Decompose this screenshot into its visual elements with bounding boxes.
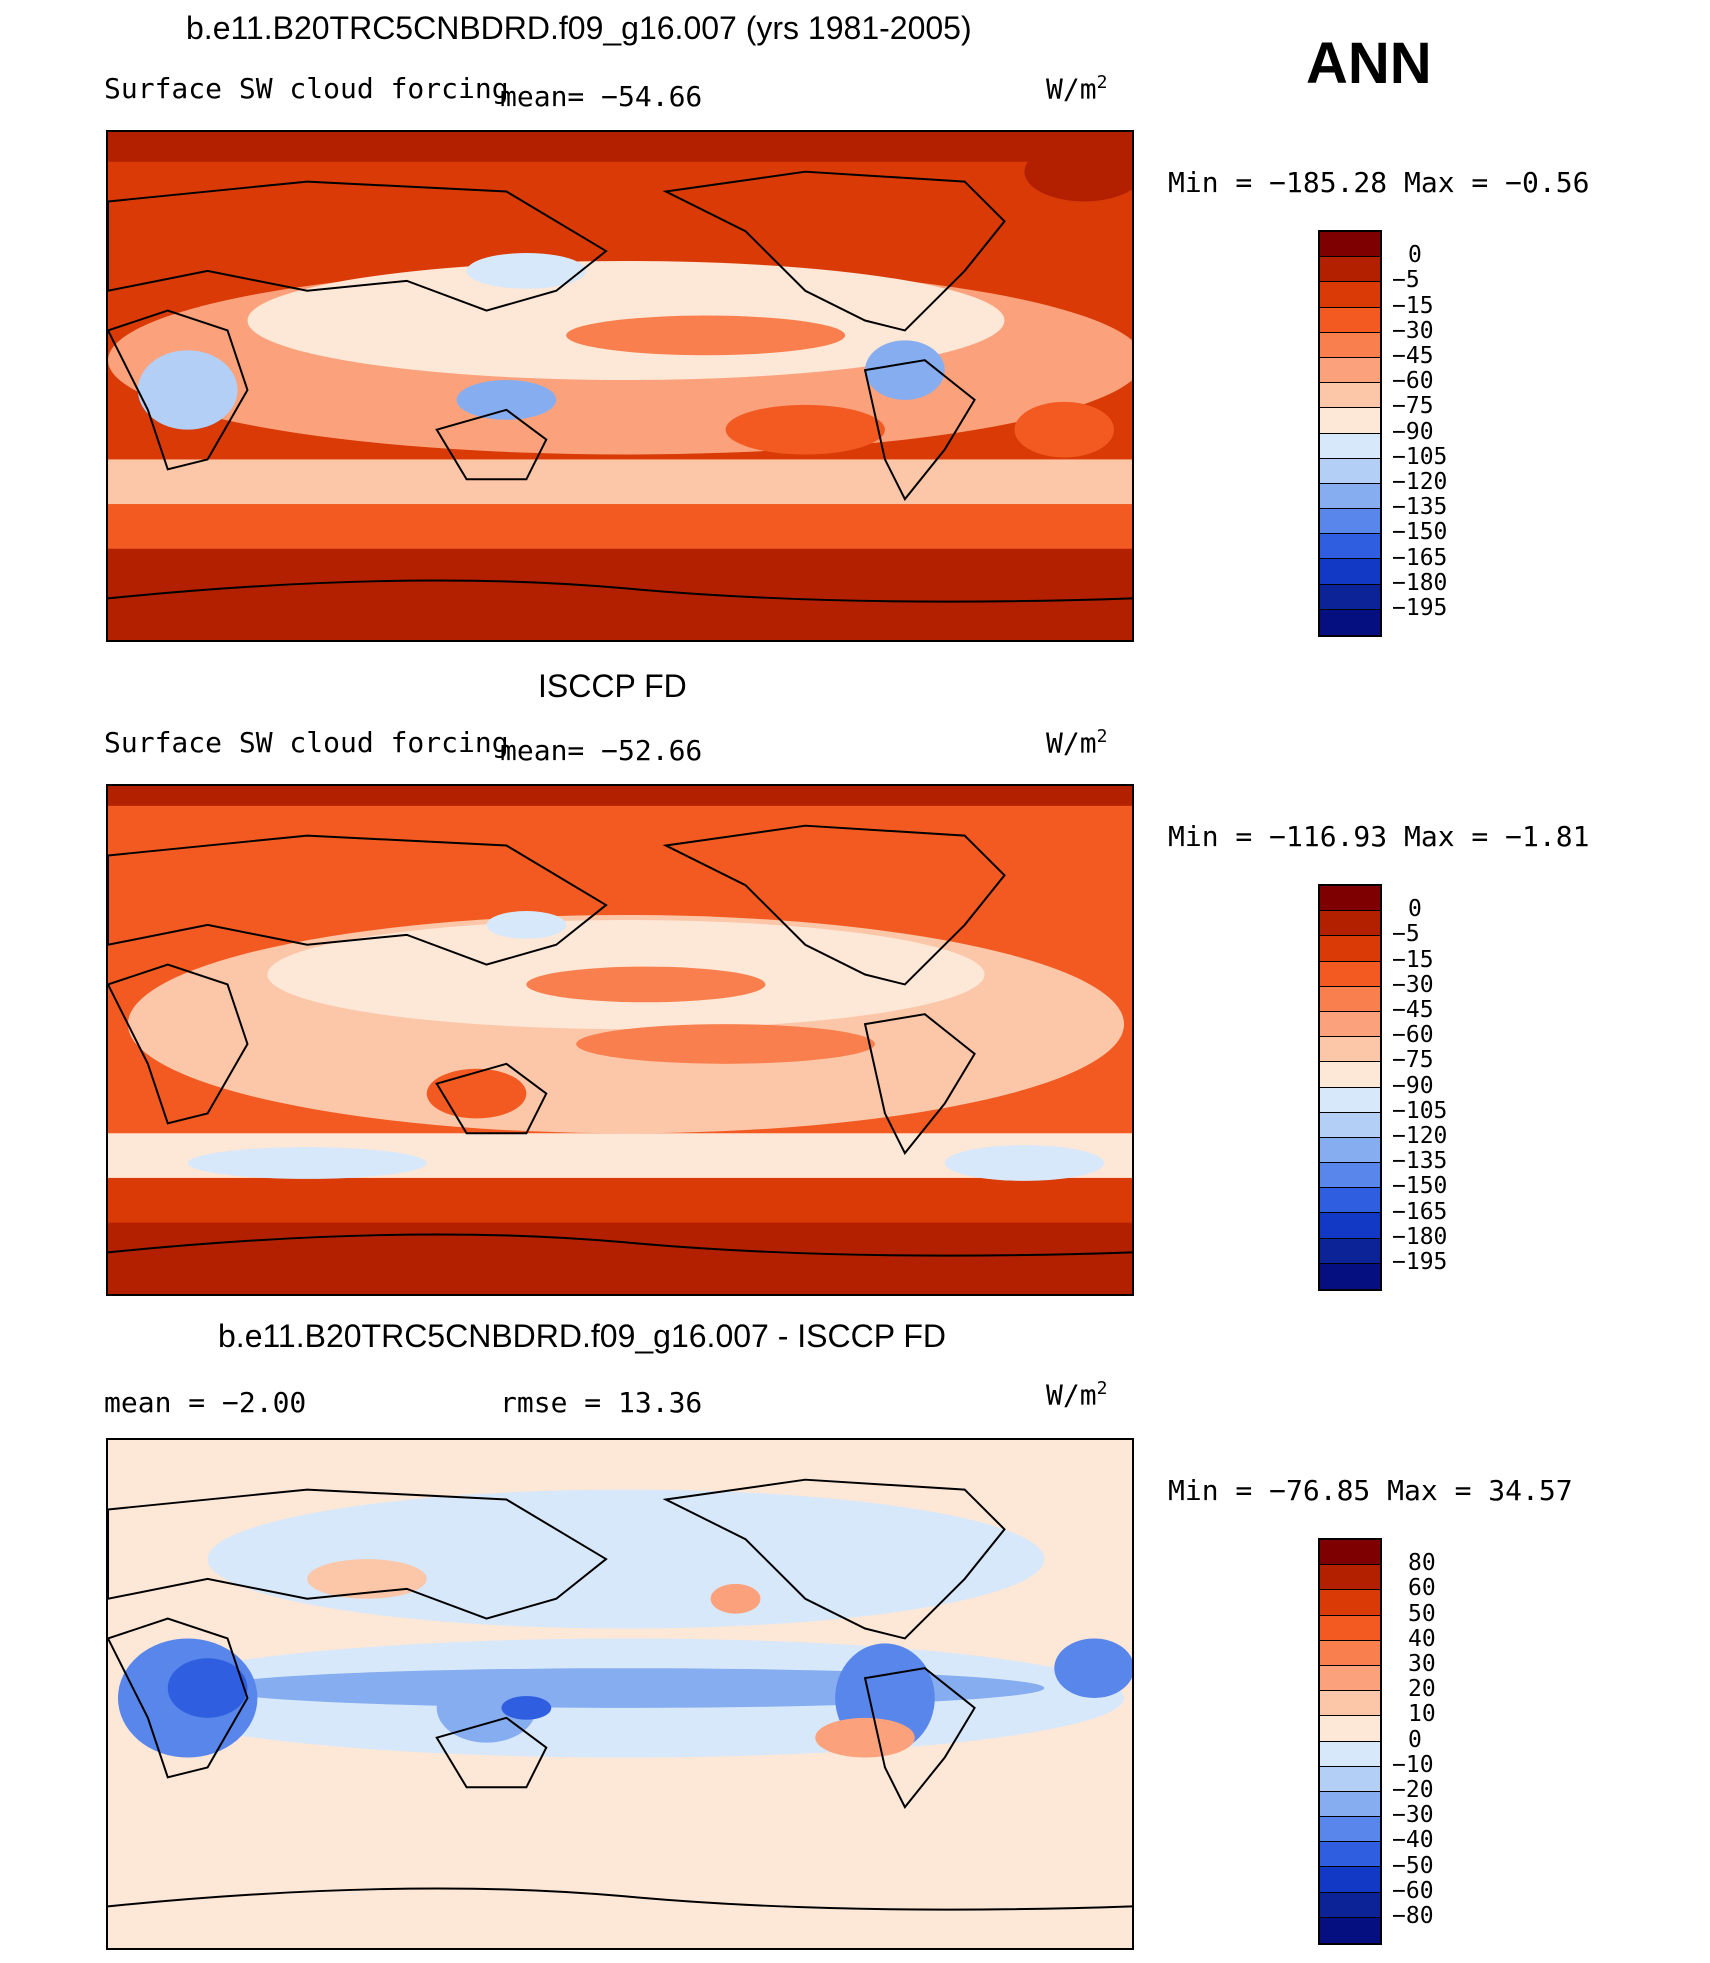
colorbar-tick-label: −45 [1392, 997, 1434, 1023]
colorbar-tick-label: 0 [1408, 242, 1422, 269]
colorbar-tick-label: −60 [1392, 1877, 1434, 1904]
panel-3-colorbar [1318, 1538, 1382, 1945]
panel-2-variable-label: Surface SW cloud forcing [104, 726, 509, 759]
colorbar-tick-label: −90 [1392, 418, 1434, 445]
panel-1-mean-label: mean= −54.66 [500, 80, 703, 113]
season-label: ANN [1306, 31, 1432, 96]
colorbar-tick-label: 60 [1408, 1575, 1436, 1602]
colorbar-tick-label: −30 [1392, 971, 1434, 998]
north-america-coastline [662, 170, 1006, 332]
panel-3-title: b.e11.B20TRC5CNBDRD.f09_g16.007 - ISCCP … [218, 1318, 947, 1354]
colorbar-tick-label: −150 [1392, 1173, 1448, 1200]
colorbar-tick-label: −135 [1392, 494, 1448, 521]
colorbar-tick-label: −165 [1392, 1198, 1448, 1225]
panel-1-variable-label: Surface SW cloud forcing [104, 72, 509, 105]
colorbar-tick-label: −60 [1392, 368, 1434, 395]
colorbar-tick-label: −10 [1392, 1751, 1434, 1778]
colorbar-tick-label: 0 [1408, 896, 1422, 923]
colorbar-tick-label: −105 [1392, 1097, 1448, 1124]
africa-coastline [108, 309, 249, 471]
panel-1-min-max: Min = −185.28 Max = −0.56 [1168, 166, 1590, 199]
panel-2-min-max: Min = −116.93 Max = −1.81 [1168, 820, 1590, 853]
colorbar-tick-label: −80 [1392, 1903, 1434, 1929]
colorbar-tick-label: −45 [1392, 343, 1434, 369]
colorbar-tick-label: −20 [1392, 1777, 1434, 1803]
antarctica-coastline [108, 579, 1132, 603]
panel-3-mean-label: mean = −2.00 [104, 1386, 307, 1419]
panel-3-map [106, 1438, 1134, 1950]
colorbar-tick-label: −75 [1392, 393, 1434, 420]
colorbar-tick-label: −105 [1392, 443, 1448, 470]
colorbar-tick-label: −15 [1392, 292, 1434, 319]
colorbar-tick-label: −90 [1392, 1072, 1434, 1099]
panel-3-rmse-label: rmse = 13.36 [500, 1386, 703, 1419]
australia-coastline [435, 408, 548, 481]
colorbar-tick-label: −15 [1392, 946, 1434, 973]
colorbar-tick-label: −40 [1392, 1827, 1434, 1854]
colorbar-tick-label: −195 [1392, 1249, 1448, 1275]
colorbar-tick-label: −50 [1392, 1852, 1434, 1879]
panel-1-units: W/m2 [1046, 72, 1108, 106]
colorbar-tick-label: 30 [1408, 1651, 1436, 1677]
colorbar-tick-label: −30 [1392, 317, 1434, 344]
panel-1-title: b.e11.B20TRC5CNBDRD.f09_g16.007 (yrs 198… [186, 10, 972, 46]
colorbar-tick-label: −165 [1392, 544, 1448, 571]
colorbar-tick-label: 50 [1408, 1600, 1436, 1627]
colorbar-tick-label: 40 [1408, 1625, 1436, 1652]
colorbar-tick-label: 20 [1408, 1676, 1436, 1703]
panel-1-map-svg [108, 132, 1132, 640]
eurasia-coastline [108, 180, 608, 312]
colorbar-tick-label: −60 [1392, 1022, 1434, 1049]
panel-3-map-svg [108, 1440, 1132, 1948]
colorbar-tick-label: 10 [1408, 1701, 1436, 1728]
colorbar-tick-label: −180 [1392, 1223, 1448, 1250]
panel-2-map-svg [108, 786, 1132, 1294]
colorbar-tick-label: 80 [1408, 1550, 1436, 1577]
colorbar-tick-label: −150 [1392, 519, 1448, 546]
colorbar-tick-label: −30 [1392, 1802, 1434, 1829]
south-america-coastline [863, 359, 976, 501]
panel-1-colorbar [1318, 230, 1382, 637]
panel-3-units: W/m2 [1046, 1378, 1108, 1412]
colorbar-tick-label: −195 [1392, 595, 1448, 621]
colorbar-tick-label: −5 [1392, 921, 1420, 948]
panel-2-title: ISCCP FD [538, 668, 687, 704]
colorbar-tick-label: −135 [1392, 1148, 1448, 1175]
panel-2-colorbar [1318, 884, 1382, 1291]
colorbar-tick-label: −5 [1392, 267, 1420, 294]
colorbar-tick-label: −120 [1392, 1123, 1448, 1149]
colorbar-tick-label: 0 [1408, 1726, 1422, 1753]
colorbar-tick-label: −75 [1392, 1047, 1434, 1074]
panel-2-map [106, 784, 1134, 1296]
panel-3-min-max: Min = −76.85 Max = 34.57 [1168, 1474, 1573, 1507]
panel-2-mean-label: mean= −52.66 [500, 734, 703, 767]
colorbar-tick-label: −180 [1392, 569, 1448, 596]
panel-2-units: W/m2 [1046, 726, 1108, 760]
panel-1-map [106, 130, 1134, 642]
colorbar-tick-label: −120 [1392, 469, 1448, 495]
